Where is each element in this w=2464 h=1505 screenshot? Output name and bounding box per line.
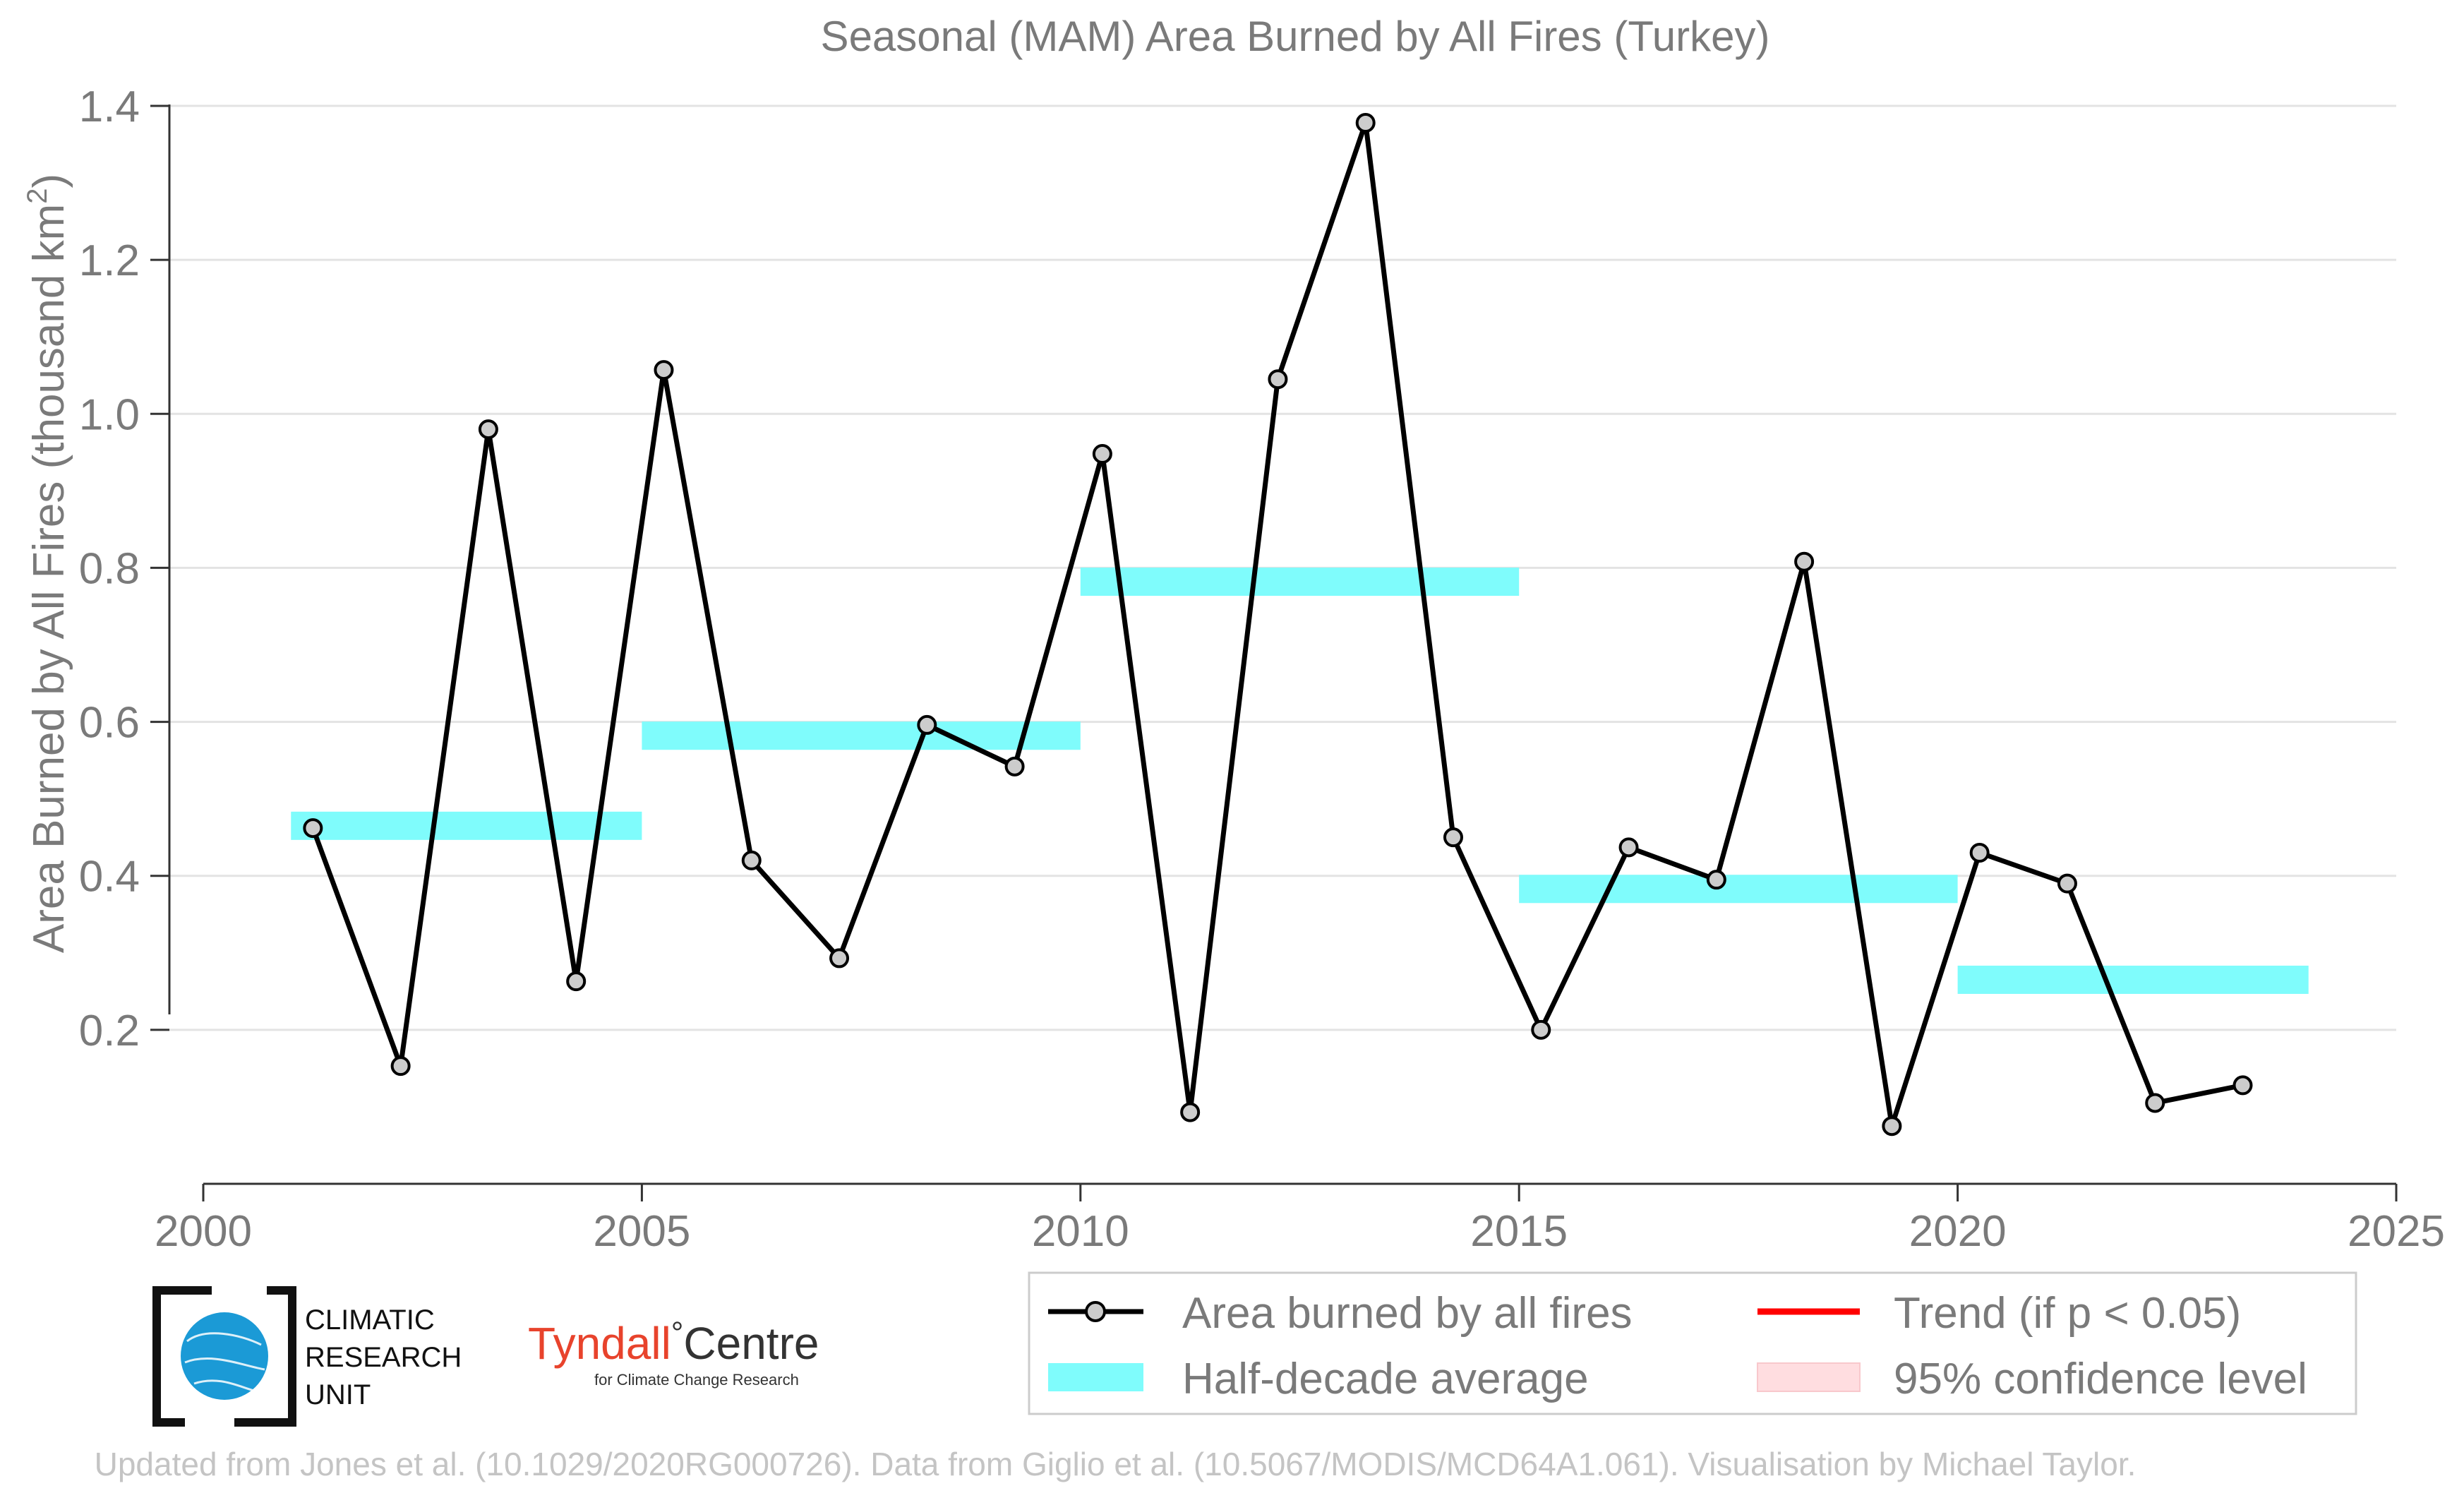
y-tick-label: 1.0 <box>79 390 140 439</box>
cru-globe-icon <box>181 1312 268 1400</box>
cru-logo-bracket-left <box>152 1286 212 1427</box>
data-point <box>1882 1116 1902 1137</box>
tyndall-logo: Tyndall°Centre for Climate Change Resear… <box>528 1316 819 1389</box>
series-line-layer <box>311 120 2244 1129</box>
x-tick-labels: 2000 2005 2010 2015 2020 2025 <box>155 1207 2445 1256</box>
series-line-area-burned <box>311 120 2244 1129</box>
data-point <box>1531 1019 1551 1040</box>
data-point <box>478 419 498 440</box>
data-point <box>654 360 674 380</box>
x-tick-label: 2010 <box>1032 1207 1129 1256</box>
cru-globe-swirl <box>184 1332 265 1392</box>
data-point <box>390 1056 411 1077</box>
y-tick-label: 0.4 <box>79 853 140 901</box>
x-tick-label: 2005 <box>593 1207 690 1256</box>
data-point <box>1969 842 1990 863</box>
chart-title: Seasonal (MAM) Area Burned by All Fires … <box>821 13 1770 60</box>
data-point <box>566 971 587 992</box>
y-tick-labels: 0.2 0.4 0.6 0.8 1.0 1.2 1.4 <box>79 83 140 1055</box>
half-decade-band <box>291 811 642 840</box>
half-decade-band <box>642 721 1081 750</box>
tyndall-logo-subtitle: for Climate Change Research <box>594 1371 799 1389</box>
y-axis-label-superscript: 2 <box>22 188 53 204</box>
data-point <box>2232 1075 2253 1096</box>
x-tick-label: 2025 <box>2348 1207 2445 1256</box>
data-point <box>1355 112 1376 133</box>
cru-logo: CLIMATIC RESEARCH UNIT <box>152 1286 462 1427</box>
tyndall-logo-name: Tyndall°Centre <box>528 1316 819 1369</box>
data-point <box>1092 444 1112 464</box>
y-tick-label: 0.6 <box>79 699 140 748</box>
legend-label-area-burned: Area burned by all fires <box>1182 1289 1633 1338</box>
legend-marker-swatch <box>1085 1301 1106 1322</box>
tyndall-logo-word-centre: Centre <box>683 1318 819 1369</box>
legend-confidence-swatch <box>1757 1362 1861 1392</box>
data-point <box>1794 551 1815 572</box>
credit-line: Updated from Jones et al. (10.1029/2020R… <box>95 1446 2137 1482</box>
data-point <box>1706 870 1726 890</box>
data-point <box>2145 1093 2165 1113</box>
data-point <box>303 818 323 839</box>
gridlines <box>169 104 2396 1031</box>
cru-logo-line-2: RESEARCH <box>305 1342 462 1373</box>
cru-logo-bracket-right <box>234 1286 296 1427</box>
y-axis-label-close: ) <box>25 174 73 188</box>
x-tick-label: 2015 <box>1470 1207 1568 1256</box>
half-decade-band <box>1080 568 1520 596</box>
data-point <box>1443 827 1463 848</box>
half-decade-bands <box>291 568 2309 994</box>
y-tick-label: 1.2 <box>79 236 140 285</box>
tyndall-logo-word-tyndall: Tyndall <box>528 1318 671 1369</box>
legend-frame <box>1028 1271 2357 1415</box>
legend-half-decade-swatch <box>1048 1363 1143 1391</box>
legend-label-trend: Trend (if p < 0.05) <box>1894 1289 2241 1338</box>
cru-logo-line-1: CLIMATIC <box>305 1305 435 1336</box>
half-decade-band <box>1957 965 2309 994</box>
data-point <box>1618 837 1639 858</box>
y-tick-label: 0.8 <box>79 544 140 593</box>
data-point <box>1180 1102 1201 1122</box>
x-tick-label: 2020 <box>1909 1207 2007 1256</box>
legend: Area burned by all fires Trend (if p < 0… <box>1028 1271 2357 1415</box>
cru-logo-line-3: UNIT <box>305 1379 371 1410</box>
axes <box>150 104 2398 1201</box>
y-axis-label-main: Area Burned by All Fires (thousand km <box>25 204 73 953</box>
legend-label-half-decade: Half-decade average <box>1182 1355 1589 1403</box>
data-point <box>917 714 937 735</box>
y-tick-label: 0.2 <box>79 1007 140 1055</box>
tyndall-logo-degree: ° <box>671 1316 684 1350</box>
data-point <box>1004 756 1025 777</box>
data-point <box>741 850 762 870</box>
y-tick-label: 1.4 <box>79 83 140 131</box>
data-point <box>829 948 850 969</box>
data-point <box>1268 369 1288 390</box>
legend-label-confidence: 95% confidence level <box>1894 1355 2307 1403</box>
x-tick-label: 2000 <box>155 1207 252 1256</box>
y-axis-label: Area Burned by All Fires (thousand km2) <box>22 174 73 953</box>
data-point <box>2057 873 2077 894</box>
half-decade-band <box>1519 875 1958 904</box>
series-markers <box>303 112 2253 1137</box>
